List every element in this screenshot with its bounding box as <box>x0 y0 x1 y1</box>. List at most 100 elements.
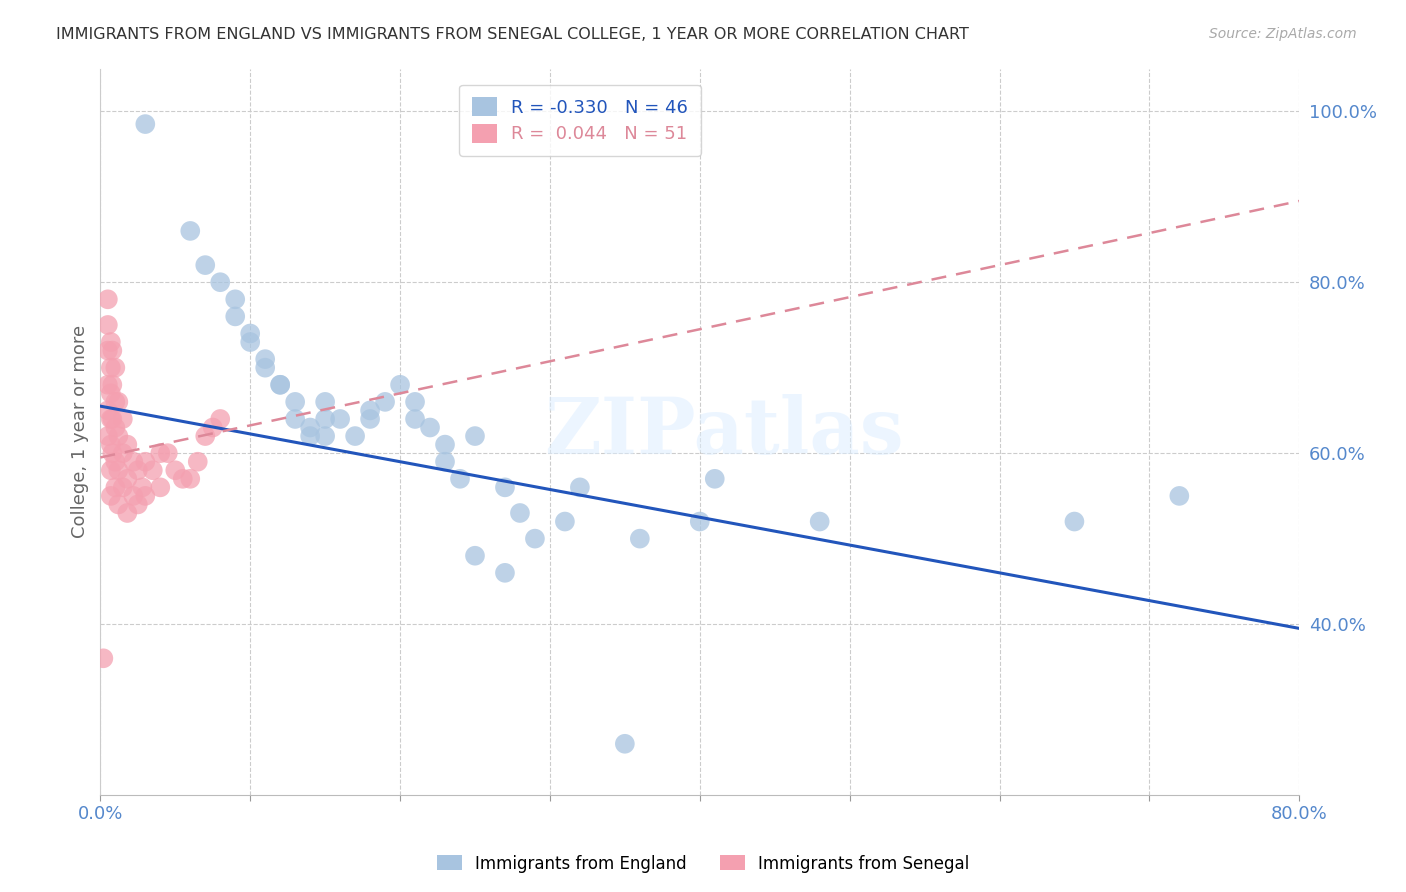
Point <box>156 446 179 460</box>
Point <box>97 293 120 307</box>
Point <box>419 420 441 434</box>
Point <box>613 737 636 751</box>
Point <box>134 489 156 503</box>
Point <box>100 386 122 401</box>
Point <box>104 480 127 494</box>
Point <box>239 334 262 349</box>
Point <box>97 429 120 443</box>
Point <box>284 412 307 426</box>
Point <box>359 403 381 417</box>
Point <box>127 498 149 512</box>
Point <box>117 437 139 451</box>
Point <box>1063 515 1085 529</box>
Point <box>100 412 122 426</box>
Point <box>117 506 139 520</box>
Point <box>389 377 412 392</box>
Text: IMMIGRANTS FROM ENGLAND VS IMMIGRANTS FROM SENEGAL COLLEGE, 1 YEAR OR MORE CORRE: IMMIGRANTS FROM ENGLAND VS IMMIGRANTS FR… <box>56 27 969 42</box>
Point <box>314 429 336 443</box>
Text: Source: ZipAtlas.com: Source: ZipAtlas.com <box>1209 27 1357 41</box>
Point <box>434 437 457 451</box>
Point <box>434 455 457 469</box>
Point <box>97 318 120 332</box>
Point <box>359 412 381 426</box>
Legend: Immigrants from England, Immigrants from Senegal: Immigrants from England, Immigrants from… <box>430 848 976 880</box>
Point <box>509 506 531 520</box>
Point <box>314 395 336 409</box>
Point <box>97 403 120 417</box>
Point <box>299 420 322 434</box>
Point <box>107 395 129 409</box>
Point <box>117 472 139 486</box>
Legend: R = -0.330   N = 46, R =  0.044   N = 51: R = -0.330 N = 46, R = 0.044 N = 51 <box>458 85 700 156</box>
Point <box>209 412 232 426</box>
Point <box>100 463 122 477</box>
Point <box>254 352 277 367</box>
Point <box>101 446 124 460</box>
Point <box>523 532 546 546</box>
Point <box>142 463 165 477</box>
Point <box>808 515 831 529</box>
Point <box>194 429 217 443</box>
Point <box>127 463 149 477</box>
Point <box>97 377 120 392</box>
Point <box>172 472 194 486</box>
Text: ZIPatlas: ZIPatlas <box>544 393 904 470</box>
Point <box>131 480 153 494</box>
Point <box>628 532 651 546</box>
Point <box>104 360 127 375</box>
Point <box>269 377 291 392</box>
Point <box>404 395 426 409</box>
Point <box>1168 489 1191 503</box>
Point <box>97 343 120 358</box>
Point <box>149 480 172 494</box>
Point <box>165 463 187 477</box>
Point <box>464 429 486 443</box>
Point <box>449 472 471 486</box>
Point <box>111 446 134 460</box>
Point <box>100 334 122 349</box>
Point <box>254 360 277 375</box>
Point <box>239 326 262 341</box>
Point <box>134 455 156 469</box>
Point <box>111 480 134 494</box>
Point <box>104 455 127 469</box>
Point <box>209 275 232 289</box>
Point <box>100 360 122 375</box>
Point <box>404 412 426 426</box>
Point <box>201 420 224 434</box>
Point <box>100 489 122 503</box>
Point <box>134 117 156 131</box>
Point <box>554 515 576 529</box>
Point <box>689 515 711 529</box>
Point <box>104 395 127 409</box>
Point <box>187 455 209 469</box>
Point <box>107 429 129 443</box>
Point <box>93 651 115 665</box>
Point <box>299 429 322 443</box>
Point <box>179 224 201 238</box>
Point <box>224 310 246 324</box>
Point <box>100 437 122 451</box>
Point <box>101 377 124 392</box>
Point <box>568 480 591 494</box>
Point <box>122 455 145 469</box>
Point <box>179 472 201 486</box>
Point <box>314 412 336 426</box>
Point <box>703 472 725 486</box>
Point <box>464 549 486 563</box>
Point <box>494 566 516 580</box>
Point <box>269 377 291 392</box>
Point <box>104 420 127 434</box>
Point <box>329 412 352 426</box>
Y-axis label: College, 1 year or more: College, 1 year or more <box>72 326 89 539</box>
Point <box>284 395 307 409</box>
Point <box>107 498 129 512</box>
Point <box>107 463 129 477</box>
Point <box>344 429 367 443</box>
Point <box>374 395 396 409</box>
Point <box>111 412 134 426</box>
Point <box>101 412 124 426</box>
Point <box>224 293 246 307</box>
Point <box>122 489 145 503</box>
Point <box>149 446 172 460</box>
